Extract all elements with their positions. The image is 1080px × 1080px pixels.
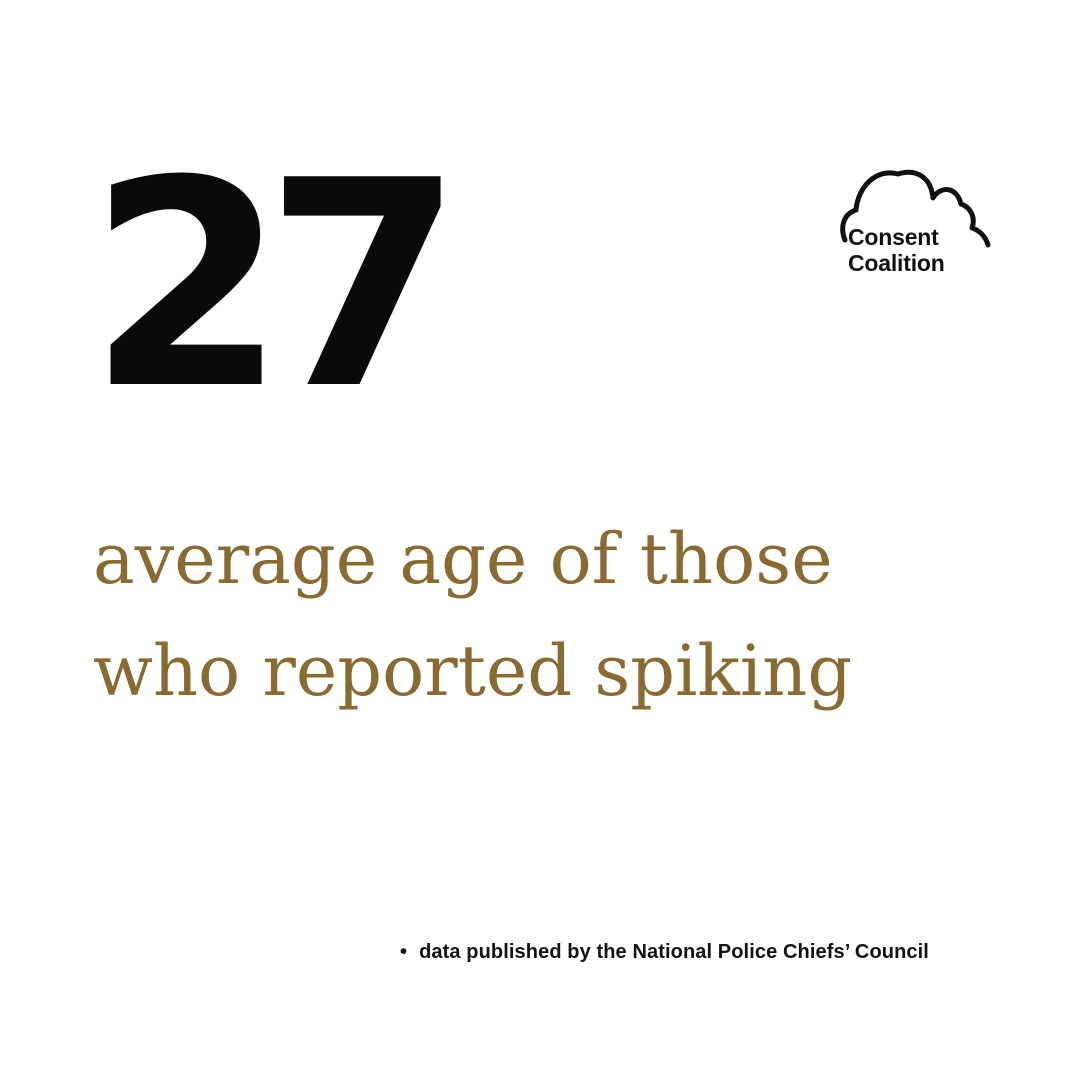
stat-number: 27 [88, 120, 463, 452]
bullet-icon: • [400, 940, 408, 963]
headline-line2: who reported spiking [93, 630, 853, 712]
cloud-icon [840, 169, 991, 248]
footnote-text: data published by the National Police Ch… [419, 941, 929, 963]
headline: average age of those who reported spikin… [93, 503, 852, 727]
logo-name-line2: Coalition [848, 250, 945, 276]
logo-name-line1: Consent [848, 224, 939, 250]
footnote: • data published by the National Police … [400, 941, 929, 964]
consent-coalition-logo: Consent Coalition [840, 162, 995, 280]
logo-wordmark: Consent Coalition [848, 224, 945, 276]
headline-line1: average age of those [93, 518, 833, 600]
